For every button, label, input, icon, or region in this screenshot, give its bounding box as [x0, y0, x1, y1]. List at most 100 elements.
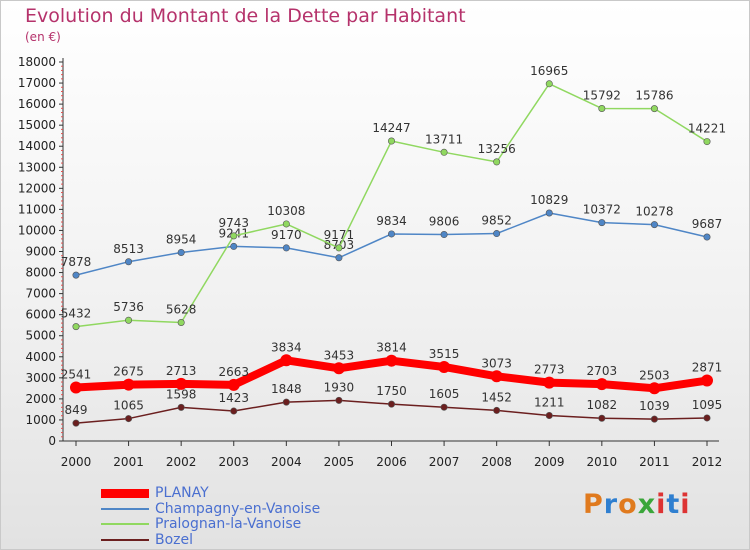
data-label-pralognan: 14247 — [372, 121, 410, 135]
data-label-pralognan: 15792 — [583, 88, 621, 102]
legend-swatch-pralognan — [101, 523, 149, 525]
data-label-bozel: 1065 — [113, 399, 144, 413]
data-point-champagny — [125, 258, 133, 266]
data-label-planay: 2703 — [587, 364, 618, 378]
data-point-pralognan — [125, 316, 133, 324]
data-point-pralognan — [177, 318, 185, 326]
data-label-bozel: 1095 — [692, 398, 723, 412]
data-point-planay — [385, 354, 398, 367]
data-label-bozel: 1211 — [534, 396, 565, 410]
data-point-planay — [175, 377, 188, 390]
data-label-planay: 2541 — [61, 367, 92, 381]
y-tick-label: 4000 — [25, 350, 56, 364]
data-point-planay — [332, 362, 345, 375]
data-point-champagny — [545, 209, 553, 217]
data-label-champagny: 8954 — [166, 232, 197, 246]
data-label-champagny: 10372 — [583, 203, 621, 217]
data-label-pralognan: 13256 — [478, 142, 516, 156]
data-point-champagny — [650, 221, 658, 229]
y-tick-label: 9000 — [25, 245, 56, 259]
data-label-bozel: 1082 — [587, 398, 618, 412]
logo-letter: x — [637, 489, 657, 520]
x-tick-label: 2002 — [166, 455, 197, 469]
data-label-planay: 2503 — [639, 368, 670, 382]
data-point-bozel — [440, 403, 448, 411]
data-point-bozel — [177, 403, 185, 411]
y-tick-label: 8000 — [25, 266, 56, 280]
x-tick-label: 2004 — [271, 455, 302, 469]
data-point-pralognan — [545, 80, 553, 88]
data-label-pralognan: 5736 — [113, 300, 144, 314]
data-label-champagny: 9806 — [429, 215, 460, 229]
x-tick-label: 2008 — [481, 455, 512, 469]
data-label-bozel: 1452 — [481, 390, 512, 404]
data-label-pralognan: 10308 — [267, 204, 305, 218]
x-tick-label: 2000 — [61, 455, 92, 469]
data-point-planay — [490, 370, 503, 383]
data-point-champagny — [703, 233, 711, 241]
legend-label-bozel: Bozel — [155, 532, 194, 548]
y-tick-label: 15000 — [18, 118, 56, 132]
data-label-bozel: 1750 — [376, 384, 407, 398]
logo-letter: P — [583, 489, 604, 520]
data-point-bozel — [282, 398, 290, 406]
data-point-bozel — [230, 407, 238, 415]
data-point-champagny — [177, 248, 185, 256]
data-point-planay — [595, 378, 608, 391]
data-label-bozel: 1605 — [429, 387, 460, 401]
y-tick-label: 7000 — [25, 287, 56, 301]
chart-title: Evolution du Montant de la Dette par Hab… — [25, 5, 466, 27]
logo-letter: i — [656, 489, 667, 520]
proxiti-logo: Proxiti — [583, 489, 691, 520]
y-tick-label: 14000 — [18, 139, 56, 153]
data-label-pralognan: 5432 — [61, 307, 92, 321]
data-label-champagny: 9852 — [481, 214, 512, 228]
y-tick-label: 5000 — [25, 329, 56, 343]
x-tick-label: 2012 — [692, 455, 723, 469]
data-point-bozel — [650, 415, 658, 423]
y-tick-label: 2000 — [25, 392, 56, 406]
y-tick-label: 1000 — [25, 413, 56, 427]
legend-label-pralognan: Pralognan-la-Vanoise — [155, 516, 302, 532]
y-tick-label: 6000 — [25, 308, 56, 322]
data-point-champagny — [387, 230, 395, 238]
data-point-champagny — [282, 244, 290, 252]
legend-item-planay: PLANAY — [101, 485, 209, 501]
x-tick-label: 2005 — [324, 455, 355, 469]
y-tick-label: 11000 — [18, 202, 56, 216]
legend-swatch-bozel — [101, 539, 149, 541]
data-label-pralognan: 16965 — [530, 64, 568, 78]
data-label-planay: 2675 — [113, 365, 144, 379]
x-tick-label: 2009 — [534, 455, 565, 469]
logo-letter: o — [618, 489, 638, 520]
data-label-planay: 3073 — [481, 356, 512, 370]
unit-label: (en €) — [25, 30, 61, 44]
data-label-champagny: 8513 — [113, 242, 144, 256]
data-label-champagny: 10278 — [635, 205, 673, 219]
data-label-pralognan: 13711 — [425, 132, 463, 146]
legend-label-champagny: Champagny-en-Vanoise — [155, 501, 321, 517]
data-label-planay: 3515 — [429, 347, 460, 361]
data-label-planay: 3814 — [376, 341, 407, 355]
x-tick-label: 2007 — [429, 455, 460, 469]
data-point-planay — [701, 374, 713, 387]
logo-letter: t — [666, 489, 681, 520]
data-label-champagny: 9834 — [376, 214, 407, 228]
legend-swatch-planay — [101, 488, 149, 498]
data-point-pralognan — [282, 220, 290, 228]
data-point-champagny — [598, 219, 606, 227]
data-point-planay — [438, 360, 451, 373]
data-point-pralognan — [493, 158, 501, 166]
data-label-planay: 2713 — [166, 364, 197, 378]
legend-swatch-champagny — [101, 508, 149, 510]
data-point-bozel — [335, 396, 343, 404]
data-point-pralognan — [335, 244, 343, 252]
data-label-champagny: 7878 — [61, 255, 92, 269]
data-point-bozel — [387, 400, 395, 408]
data-label-champagny: 9170 — [271, 228, 302, 242]
data-label-pralognan: 9171 — [324, 228, 355, 242]
data-point-planay — [122, 378, 135, 391]
x-tick-label: 2010 — [587, 455, 618, 469]
